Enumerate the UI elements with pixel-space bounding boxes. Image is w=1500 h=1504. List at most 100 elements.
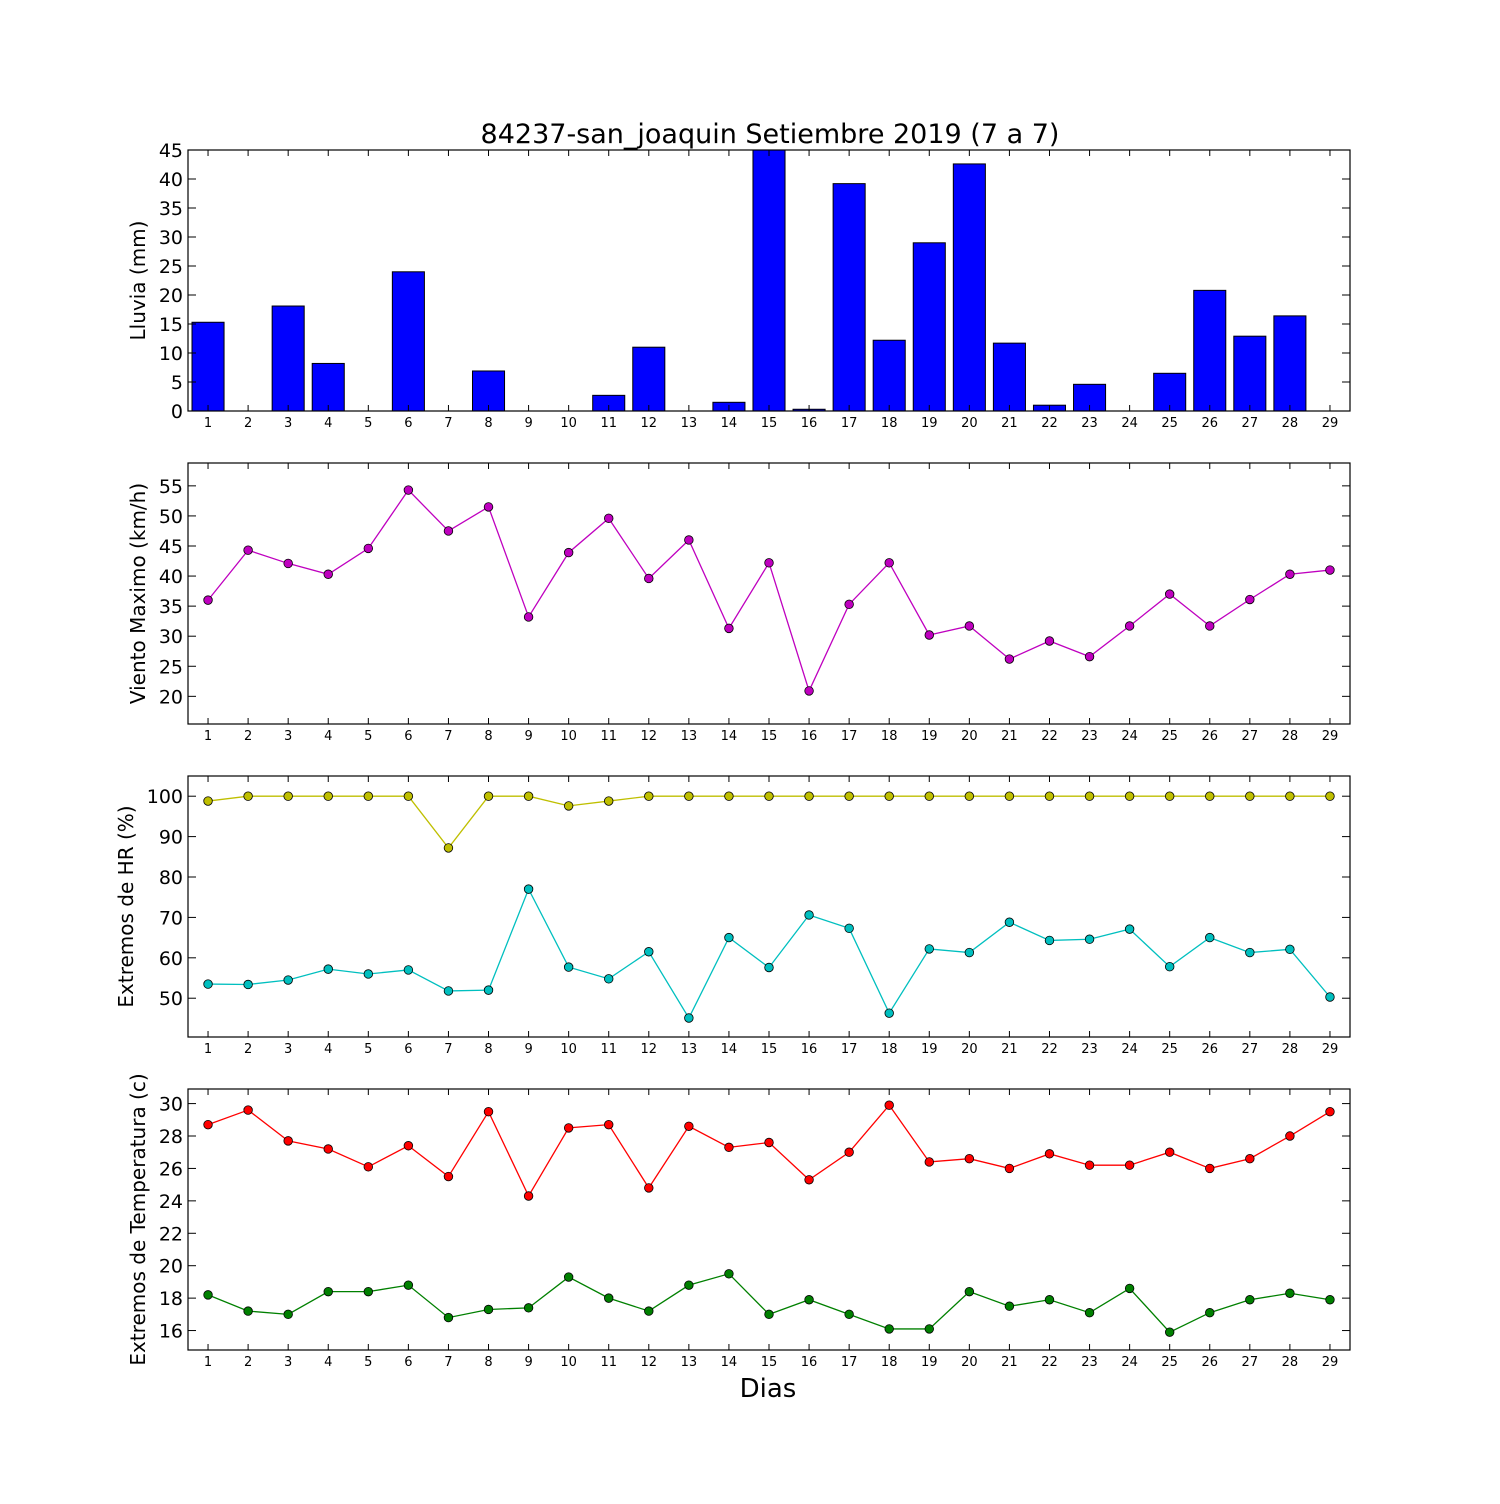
- y-tick-label: 15: [159, 314, 183, 336]
- point-s1-day-18: [884, 1100, 894, 1110]
- point-s1-day-14: [724, 791, 734, 801]
- x-tick-label: 13: [681, 416, 698, 431]
- point-s1-day-10: [563, 1123, 574, 1133]
- x-tick-label: 10: [560, 1355, 577, 1370]
- point-s1-day-28: [1285, 1131, 1295, 1141]
- y-tick-label: 55: [159, 476, 183, 498]
- point-s2-day-8: [483, 1304, 494, 1315]
- x-tick-label: 29: [1322, 729, 1339, 744]
- y-tick-label: 35: [159, 596, 183, 618]
- point-s1-day-24: [1124, 1160, 1135, 1170]
- point-s2-day-23: [1084, 1308, 1095, 1318]
- point-s1-day-2: [243, 1105, 253, 1115]
- point-s1-day-3: [283, 1136, 293, 1146]
- x-tick-label: 19: [921, 416, 938, 431]
- x-tick-label: 26: [1201, 729, 1218, 744]
- point-s1-day-26: [1205, 791, 1215, 801]
- x-tick-label: 29: [1322, 1042, 1339, 1057]
- x-tick-label: 9: [524, 416, 532, 431]
- x-tick-label: 28: [1282, 1042, 1299, 1057]
- point-s1-day-29: [1325, 1106, 1335, 1117]
- point-s1-day-23: [1084, 791, 1095, 801]
- point-s1-day-14: [724, 1142, 734, 1153]
- y-tick-label: 30: [159, 626, 183, 648]
- point-s1-day-17: [844, 791, 854, 801]
- point-s1-day-18: [884, 791, 894, 801]
- point-s2-day-28: [1285, 944, 1295, 955]
- x-tick-label: 20: [961, 416, 978, 431]
- x-tick-label: 5: [364, 729, 372, 744]
- point-s2-day-2: [243, 1306, 253, 1316]
- x-tick-label: 4: [324, 729, 332, 744]
- point-s1-day-11: [604, 1119, 614, 1130]
- point-s1-day-3: [283, 558, 293, 569]
- y-tick-label: 25: [159, 256, 183, 278]
- point-s1-day-11: [604, 513, 614, 524]
- point-s2-day-21: [1004, 917, 1015, 927]
- point-s1-day-20: [964, 621, 975, 631]
- y-tick-label: 26: [159, 1158, 183, 1180]
- point-s2-day-18: [884, 1008, 894, 1018]
- plot-frame: [187, 462, 1351, 725]
- point-s1-day-9: [523, 612, 534, 622]
- point-s1-day-25: [1164, 589, 1175, 599]
- x-tick-label: 18: [881, 729, 898, 744]
- point-s1-day-13: [684, 535, 694, 545]
- y-tick-label: 18: [159, 1288, 183, 1310]
- x-tick-label: 15: [761, 1355, 778, 1370]
- point-s1-day-22: [1044, 636, 1055, 646]
- y-tick-label: 30: [159, 227, 183, 249]
- y-axis-label: Lluvia (mm): [126, 221, 150, 341]
- y-tick-label: 45: [159, 140, 183, 162]
- point-s1-day-16: [804, 1175, 814, 1185]
- point-s1-day-8: [483, 791, 494, 801]
- x-tick-label: 3: [284, 1355, 292, 1370]
- point-s1-day-23: [1084, 1160, 1095, 1170]
- point-s2-day-20: [964, 947, 975, 958]
- point-s1-day-5: [363, 1162, 374, 1172]
- point-s1-day-4: [323, 1144, 333, 1154]
- y-tick-label: 100: [147, 786, 183, 808]
- point-s1-day-16: [804, 686, 814, 696]
- x-tick-label: 11: [600, 1042, 617, 1057]
- point-s1-day-2: [243, 791, 253, 801]
- x-tick-label: 25: [1161, 1355, 1178, 1370]
- x-tick-label: 1: [204, 1042, 212, 1057]
- point-s1-day-12: [644, 1183, 654, 1193]
- point-s1-day-19: [924, 791, 934, 801]
- point-s1-day-21: [1004, 654, 1015, 664]
- point-s2-day-12: [644, 947, 654, 957]
- point-s2-day-7: [443, 986, 454, 996]
- point-s2-day-8: [483, 985, 494, 995]
- x-tick-label: 17: [841, 1355, 858, 1370]
- x-tick-label: 8: [484, 1355, 492, 1370]
- y-tick-label: 0: [171, 401, 183, 423]
- point-s1-day-8: [483, 502, 494, 512]
- point-s1-day-6: [403, 1141, 414, 1151]
- point-s2-day-28: [1285, 1288, 1295, 1298]
- point-s1-day-19: [924, 1157, 934, 1167]
- x-tick-label: 20: [961, 1042, 978, 1057]
- point-s1-day-21: [1004, 1163, 1015, 1174]
- point-s1-day-12: [644, 791, 654, 801]
- point-s1-day-27: [1245, 791, 1255, 801]
- x-tick-label: 5: [364, 416, 372, 431]
- x-tick-label: 10: [560, 416, 577, 431]
- point-s1-day-2: [243, 545, 253, 555]
- bar-day-28: [1273, 315, 1307, 412]
- point-s1-day-14: [724, 623, 734, 634]
- x-tick-label: 9: [524, 1042, 532, 1057]
- point-s2-day-19: [924, 944, 934, 954]
- x-tick-label: 24: [1121, 1355, 1138, 1370]
- bar-day-26: [1193, 289, 1227, 412]
- x-tick-label: 23: [1081, 1355, 1098, 1370]
- x-tick-label: 18: [881, 1355, 898, 1370]
- x-tick-label: 2: [244, 729, 252, 744]
- point-s2-day-17: [844, 923, 854, 934]
- bar-day-1: [191, 321, 225, 412]
- x-tick-label: 22: [1041, 729, 1058, 744]
- point-s2-day-14: [724, 932, 734, 943]
- x-tick-label: 10: [560, 729, 577, 744]
- point-s1-day-9: [523, 1191, 534, 1201]
